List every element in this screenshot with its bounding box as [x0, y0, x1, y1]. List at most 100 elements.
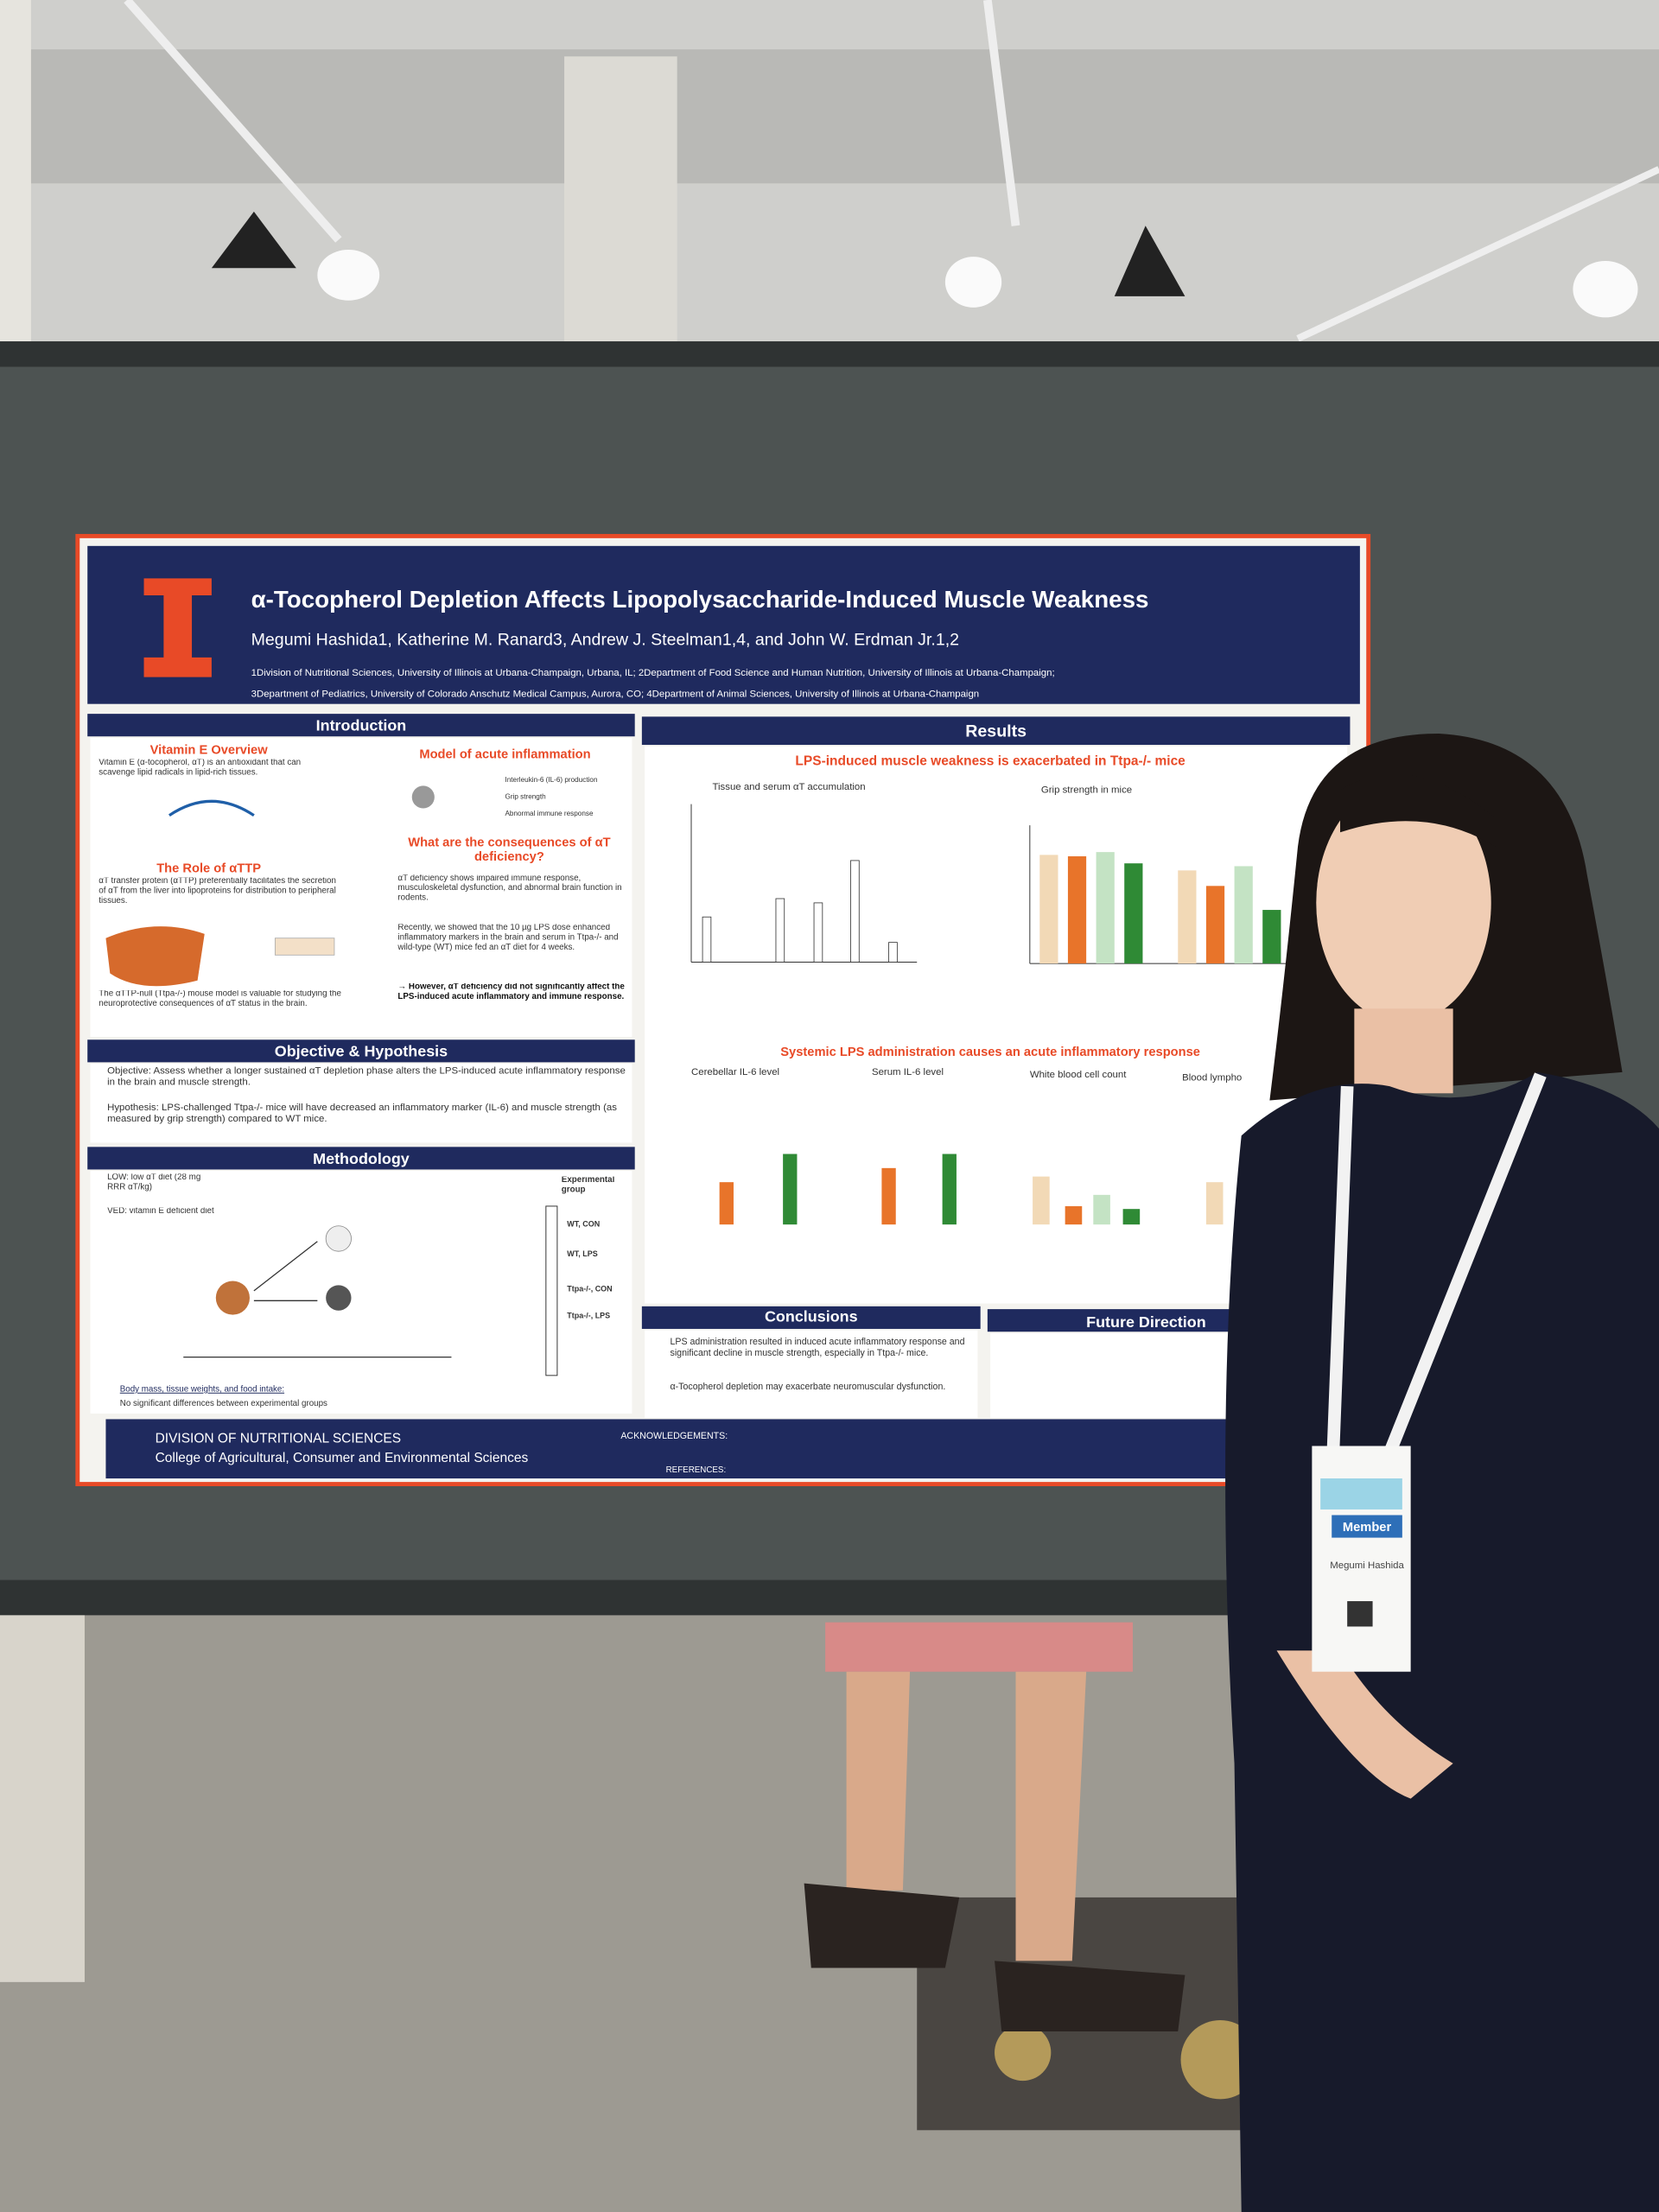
hair — [1340, 773, 1496, 847]
text-block: VED: vitamin E deficient diet — [107, 1207, 214, 1217]
duct — [0, 49, 1659, 184]
ceiling-light — [1573, 261, 1638, 318]
panel-title: Blood lympho — [1182, 1072, 1242, 1083]
section-heading: Future Direction — [1086, 1313, 1206, 1331]
footer-text: REFERENCES: — [666, 1465, 727, 1475]
badge-label: Member — [1343, 1521, 1392, 1535]
subheading: Model of acute inflammation — [419, 747, 590, 761]
ceiling-light — [944, 257, 1002, 308]
section-heading: Objective & Hypothesis — [275, 1043, 448, 1060]
section-body — [90, 1064, 632, 1143]
figure-panel — [1029, 825, 1287, 964]
beam — [124, 0, 342, 243]
list-item: Interleukin-6 (IL-6) production — [505, 776, 597, 784]
text-block: Experimental group — [561, 1176, 615, 1196]
panel-title: Serum IL-6 level — [872, 1067, 944, 1077]
section-heading: Introduction — [316, 717, 407, 734]
legs — [846, 1671, 1087, 1961]
paragraph: LOW: low αT diet (28 mg RRR αT/kg) — [107, 1173, 201, 1192]
mouse-icon — [325, 1225, 352, 1252]
section-bar — [641, 716, 1351, 746]
mouse-icon — [411, 785, 435, 809]
affiliation: 1Division of Nutritional Sciences, Unive… — [251, 668, 1055, 678]
paragraph: → However, αT deficiency did not signifi… — [397, 982, 625, 1002]
bullet: Recently, we showed that the 10 µg LPS d… — [397, 924, 619, 953]
neck — [1354, 1008, 1453, 1094]
panel-title: Tissue and serum αT accumulation — [712, 782, 865, 792]
section-bar — [87, 714, 635, 737]
panel-title: Grip strength in mice — [1041, 785, 1132, 795]
label: Experimental group — [561, 1176, 615, 1196]
paragraph: Vitamin E (α-tocopherol, αT) is an antio… — [99, 759, 302, 778]
section-bar — [87, 1039, 635, 1063]
group-label: Ttpa-/-, CON — [567, 1285, 612, 1294]
figure-panel — [690, 804, 918, 963]
text-block: The αTTP-null (Ttpa-/-) mouse model is v… — [99, 990, 341, 1009]
lanyard — [1326, 1072, 1547, 1456]
label: No significant differences between exper… — [120, 1399, 327, 1408]
subheading: The Role of αTTP — [156, 862, 261, 876]
bullet: α-Tocopherol depletion may exacerbate ne… — [670, 1382, 946, 1393]
text-block: αT transfer protein (αTTP) preferentiall… — [99, 877, 336, 906]
text-block: LOW: low αT diet (28 mg RRR αT/kg) — [107, 1173, 201, 1192]
connector — [253, 1241, 318, 1292]
tissue-box — [274, 938, 335, 956]
paragraph: Hypothesis: LPS-challenged Ttpa-/- mice … — [107, 1103, 617, 1125]
poster-footer — [105, 1419, 1355, 1479]
group-label: WT, LPS — [567, 1249, 597, 1258]
qr-code — [1347, 1601, 1373, 1627]
liver-icon — [105, 926, 205, 987]
section-body — [90, 1171, 632, 1414]
bullet: LPS administration resulted in induced a… — [670, 1337, 965, 1358]
text-block: LPS administration resulted in induced a… — [670, 1337, 965, 1358]
text-block: → However, αT deficiency did not signifi… — [397, 982, 625, 1002]
ceiling-light — [317, 249, 380, 301]
pillar — [0, 0, 31, 353]
logo — [143, 578, 212, 677]
text-block: αT deficiency shows impaired immune resp… — [397, 874, 622, 904]
clothing — [1225, 1071, 1659, 2212]
figure-panel — [719, 1154, 1224, 1225]
footer-text: College of Agricultural, Consumer and En… — [156, 1451, 529, 1465]
badge-band — [1320, 1478, 1402, 1510]
mouse-icon — [326, 1285, 352, 1311]
bullet: αT deficiency shows impaired immune resp… — [397, 874, 622, 904]
mouse-icon — [215, 1281, 250, 1315]
section-body — [645, 1330, 978, 1418]
sacrifice-bar — [545, 1205, 558, 1376]
paragraph: αT transfer protein (αTTP) preferentiall… — [99, 877, 336, 906]
arrow — [168, 799, 255, 817]
panel-title: Cerebellar IL-6 level — [691, 1067, 779, 1077]
pillar — [0, 1615, 85, 1982]
group-label: Ttpa-/-, LPS — [567, 1312, 610, 1320]
section-body — [90, 737, 632, 1037]
section-body — [645, 746, 1348, 1304]
section-bar — [87, 1147, 635, 1170]
pillar — [564, 56, 677, 353]
list-item: Abnormal immune response — [505, 810, 593, 817]
subheading: What are the consequences of αT deficien… — [408, 835, 611, 864]
panel-frame — [0, 341, 1659, 367]
paragraph: VED: vitamin E deficient diet — [107, 1207, 214, 1217]
poster-header — [87, 545, 1360, 704]
text-block: Hypothesis: LPS-challenged Ttpa-/- mice … — [107, 1103, 617, 1125]
skirt — [825, 1622, 1134, 1672]
group-label: WT, CON — [567, 1220, 600, 1229]
authors: Megumi Hashida1, Katherine M. Ranard3, A… — [251, 630, 959, 649]
text-block: α-Tocopherol depletion may exacerbate ne… — [670, 1382, 946, 1393]
paragraph: The αTTP-null (Ttpa-/-) mouse model is v… — [99, 990, 341, 1009]
footer-text: DIVISION OF NUTRITIONAL SCIENCES — [156, 1431, 401, 1446]
paragraph: Objective: Assess whether a longer susta… — [107, 1066, 626, 1089]
subheading: Systemic LPS administration causes an ac… — [780, 1046, 1200, 1059]
text-block: What are the consequences of αT deficien… — [408, 835, 611, 864]
hands — [1276, 1650, 1453, 1799]
text-block: Objective: Assess whether a longer susta… — [107, 1066, 626, 1089]
text-block: Vitamin E (α-tocopherol, αT) is an antio… — [99, 759, 302, 778]
section-heading: Methodology — [313, 1150, 410, 1167]
poster-title: α-Tocopherol Depletion Affects Lipopolys… — [251, 586, 1149, 613]
affiliation: 3Department of Pediatrics, University of… — [251, 689, 980, 699]
beam — [982, 0, 1020, 226]
badge-name: Megumi Hashida — [1330, 1560, 1404, 1571]
floor-outlet — [995, 2024, 1052, 2082]
